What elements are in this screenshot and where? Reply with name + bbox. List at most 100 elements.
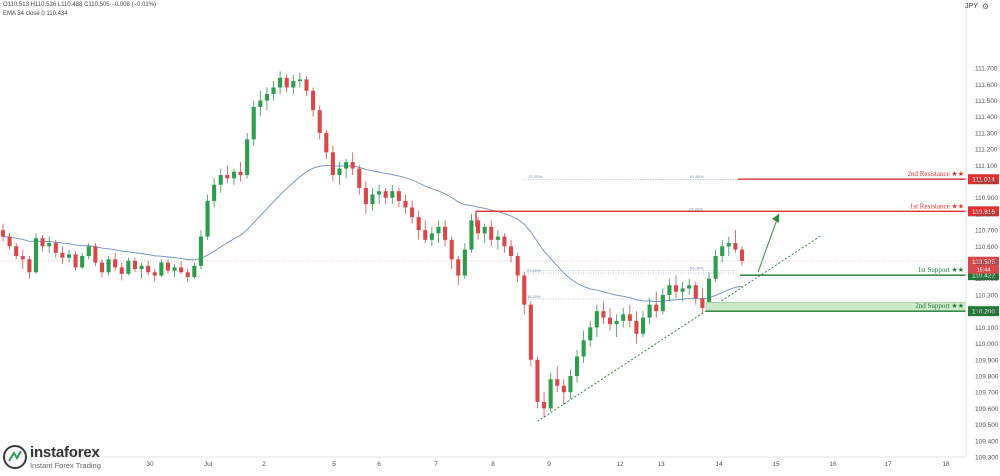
level-price-badge: [968, 206, 999, 217]
projection-arrow-line: [757, 213, 780, 273]
candle-body: [482, 226, 487, 234]
candle-body: [660, 294, 665, 312]
level-lines: 2nd Resistance ★★ 111.014 1st Resistance ★…: [475, 170, 999, 317]
candle-body: [403, 200, 408, 208]
candle-body: [337, 168, 342, 176]
candle-body: [304, 79, 309, 91]
y-tick-label: 110.800: [975, 211, 998, 218]
gear-icon[interactable]: ⚙: [981, 2, 990, 11]
candle-body: [60, 252, 65, 258]
level-price-text: 110.816: [972, 209, 995, 216]
candle-body: [291, 81, 296, 88]
candle-body: [640, 317, 646, 334]
candle-body: [634, 320, 639, 334]
y-tick-label: 110.400: [975, 276, 998, 283]
x-tick-label: 18: [942, 461, 950, 468]
y-axis: 111.700 111.600 111.500 111.400 111.300 111.2…: [965, 0, 999, 462]
candle-body: [99, 262, 105, 273]
logo-tagline: Instant Forex Trading: [30, 461, 101, 470]
candle-body: [324, 132, 329, 153]
fib-label: 61.80%: [690, 174, 704, 179]
y-tick-label: 109.600: [975, 406, 999, 413]
ema-layer: [0, 164, 966, 303]
candle-body: [297, 79, 302, 82]
x-tick-label: 17: [884, 461, 892, 468]
last-price-countdown: 15:44: [977, 268, 991, 274]
candle-body: [462, 249, 467, 276]
candle-body: [212, 184, 217, 201]
y-tick-label: 111.100: [975, 163, 998, 170]
candle-body: [429, 233, 434, 240]
candle-body: [7, 236, 12, 247]
candle-body: [739, 249, 745, 261]
y-tick-label: 109.900: [975, 357, 999, 364]
candle-body: [416, 217, 421, 231]
fib-label: 50.00%: [690, 265, 704, 270]
y-tick-label: 110.200: [975, 309, 998, 316]
candle-body: [106, 259, 111, 273]
level-label: 2nd Resistance ★★: [908, 170, 965, 178]
candle-body: [601, 311, 606, 318]
candle-body: [726, 243, 731, 247]
fib-label: -27.20%: [688, 206, 703, 211]
symbol-label[interactable]: JPY: [965, 3, 978, 10]
y-tick-label: 109.500: [975, 422, 999, 429]
y-tick-label: 111.500: [975, 98, 998, 105]
candle-body: [231, 171, 236, 179]
candle-body: [238, 171, 243, 176]
candle-body: [654, 304, 659, 312]
candle-body: [720, 246, 725, 257]
fib-label: 23.60%: [527, 268, 541, 273]
plot-background: [0, 0, 966, 471]
candle-body: [258, 100, 263, 107]
level-price-text: 111.014: [972, 177, 995, 184]
y-tick-label: 110.600: [975, 244, 998, 251]
candle-body: [509, 246, 514, 257]
candle-body: [396, 191, 401, 201]
candle-body: [423, 230, 428, 240]
x-tick-label: 15: [772, 461, 780, 468]
candle-body: [706, 278, 712, 308]
candle-body: [390, 191, 395, 198]
y-tick-label: 110.900: [975, 195, 998, 202]
candle-body: [667, 285, 672, 295]
candle-body: [225, 175, 230, 179]
candle-body: [264, 93, 269, 101]
candle-body: [132, 260, 138, 270]
y-tick-label: 110.700: [975, 228, 998, 235]
candle-body: [733, 243, 738, 250]
candle-body: [561, 385, 566, 393]
candle-body: [198, 236, 203, 266]
candle-body: [330, 152, 335, 176]
x-axis: 30 Jul 2 5 6 7 8 9 12 13 14 15 16 17 18: [0, 456, 966, 468]
y-tick-label: 110.500: [975, 260, 998, 267]
candle-body: [476, 220, 481, 234]
y-tick-label: 111.600: [975, 82, 998, 89]
candle-body: [245, 139, 250, 176]
candle-body: [574, 356, 580, 376]
candle-body: [357, 168, 362, 188]
x-tick-label: Jul: [204, 461, 213, 468]
candle-body: [370, 194, 375, 205]
candle-body: [14, 246, 19, 257]
candle-body: [317, 110, 322, 133]
candle-body: [172, 267, 177, 271]
x-tick-label: 30: [146, 461, 154, 468]
candle-body: [80, 256, 85, 268]
x-tick-label: 13: [657, 461, 665, 468]
candle-body: [344, 162, 349, 169]
candle-body: [152, 272, 157, 276]
candle-body: [218, 175, 223, 185]
candle-body: [456, 259, 461, 276]
level-label: 2nd Support ★★: [915, 302, 964, 310]
candle-body: [568, 375, 573, 393]
y-tick-label: 111.000: [975, 179, 998, 186]
candle-body: [713, 256, 718, 279]
candle-body: [515, 256, 520, 276]
candle-body: [86, 246, 91, 257]
ema-readout: EMA 34 close 0 110.434: [3, 11, 68, 17]
candle-body: [113, 259, 118, 268]
x-tick-label: 9: [547, 461, 551, 468]
